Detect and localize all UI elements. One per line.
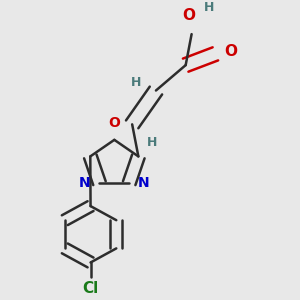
Text: O: O	[182, 8, 195, 23]
Text: O: O	[108, 116, 120, 130]
Text: O: O	[224, 44, 237, 59]
Text: H: H	[131, 76, 141, 88]
Text: H: H	[147, 136, 158, 148]
Text: Cl: Cl	[82, 281, 99, 296]
Text: N: N	[138, 176, 150, 190]
Text: N: N	[79, 176, 91, 190]
Text: H: H	[203, 2, 214, 14]
